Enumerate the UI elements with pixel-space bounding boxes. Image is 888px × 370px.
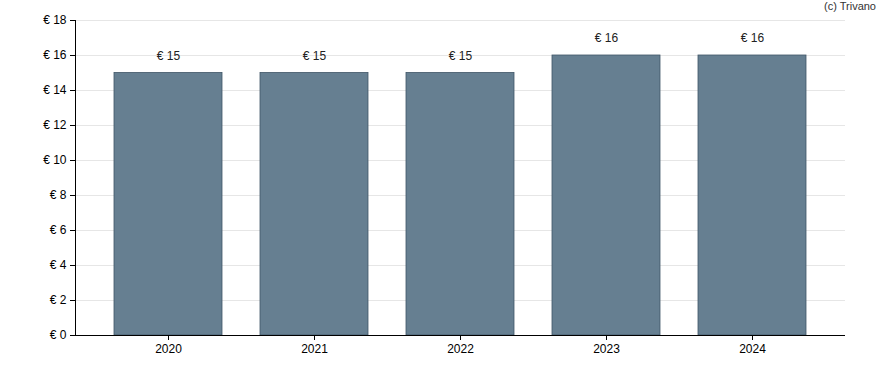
svg-text:2023: 2023: [593, 342, 620, 356]
svg-text:€ 16: € 16: [741, 31, 765, 45]
svg-text:2020: 2020: [155, 342, 182, 356]
svg-text:€ 10: € 10: [43, 153, 67, 167]
svg-text:€ 4: € 4: [50, 258, 67, 272]
svg-text:€ 14: € 14: [43, 83, 67, 97]
html-text:(c) Trivano: (c) Trivano: [824, 0, 876, 12]
svg-text:€ 6: € 6: [50, 223, 67, 237]
svg-text:2024: 2024: [739, 342, 766, 356]
svg-text:€ 18: € 18: [43, 13, 67, 27]
svg-text:2022: 2022: [447, 342, 474, 356]
svg-text:€ 15: € 15: [449, 49, 473, 63]
svg-text:€ 2: € 2: [50, 293, 67, 307]
svg-text:€ 15: € 15: [157, 49, 181, 63]
svg-text:€ 0: € 0: [50, 328, 67, 342]
svg-text:€ 12: € 12: [43, 118, 67, 132]
svg-text:€ 15: € 15: [303, 49, 327, 63]
svg-text:€ 16: € 16: [595, 31, 619, 45]
svg-text:€ 16: € 16: [43, 48, 67, 62]
svg-text:€ 8: € 8: [50, 188, 67, 202]
svg-text:2021: 2021: [301, 342, 328, 356]
